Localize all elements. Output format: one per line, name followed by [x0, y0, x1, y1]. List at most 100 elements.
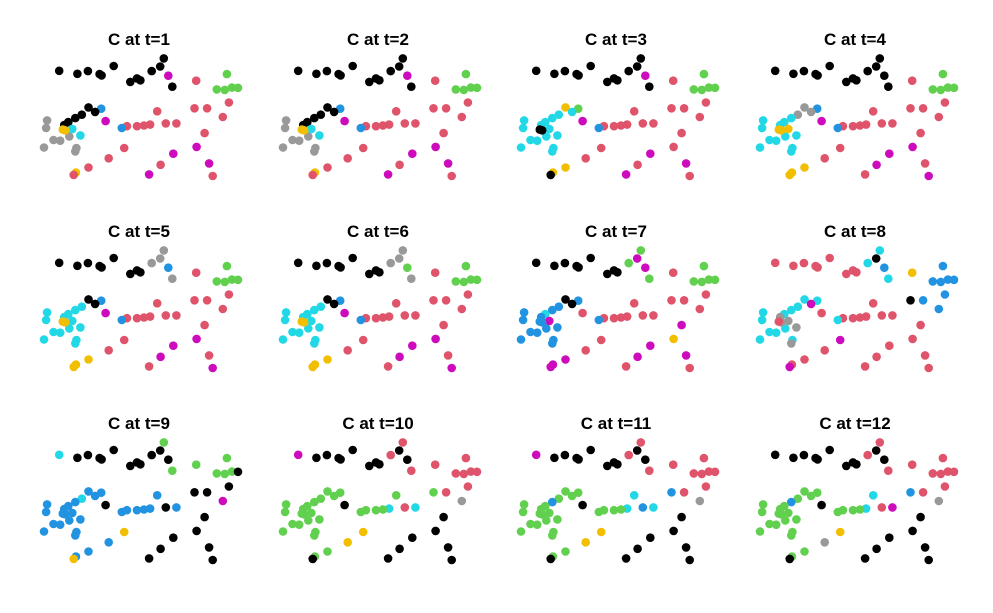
scatter-point [943, 467, 953, 476]
scatter-point [147, 258, 156, 268]
scatter-point [147, 66, 156, 76]
scatter-point [97, 263, 106, 272]
scatter-point [561, 355, 570, 364]
scatter-point [155, 446, 165, 455]
scatter-point [755, 335, 765, 344]
scatter-point [472, 467, 482, 477]
scatter-point [817, 308, 826, 318]
scatter-point [222, 261, 232, 271]
scatter-point [531, 258, 541, 268]
scatter-point [316, 110, 326, 119]
scatter-point [888, 503, 897, 512]
scatter-point [916, 320, 925, 330]
scatter-point [132, 505, 142, 515]
scatter-point [799, 258, 809, 268]
scatter-point [83, 66, 93, 76]
scatter-point [755, 527, 765, 536]
scatter-point [336, 71, 345, 80]
scatter-point [348, 445, 358, 455]
scatter-point [668, 76, 678, 85]
scatter-point [218, 112, 228, 122]
scatter-point [297, 125, 307, 134]
scatter-point [938, 69, 948, 79]
scatter-point [220, 469, 230, 479]
scatter-point [641, 263, 650, 273]
scatter-point [518, 507, 528, 517]
scatter-point [161, 311, 171, 320]
scatter-point [71, 531, 80, 540]
scatter-point [386, 450, 396, 460]
scatter-point [545, 124, 554, 134]
scatter-point [222, 69, 232, 79]
scatter-point [310, 113, 319, 123]
scatter-point [73, 453, 82, 463]
scatter-point [55, 328, 65, 338]
scatter-point [793, 494, 803, 504]
scatter-point [550, 453, 559, 463]
scatter-point [429, 488, 438, 497]
scatter-point [224, 482, 234, 491]
scatter-point [793, 302, 803, 312]
scatter-point [875, 54, 885, 63]
scatter-point [224, 290, 234, 299]
scatter-point [906, 296, 915, 305]
scatter-point [806, 491, 816, 501]
scatter-point [860, 554, 870, 563]
scatter-point [774, 317, 784, 326]
scatter-point [336, 455, 345, 464]
scatter-point [516, 143, 526, 152]
scatter-point [884, 82, 893, 91]
scatter-point [136, 268, 145, 277]
scatter-point [39, 143, 49, 152]
scatter-point [949, 275, 959, 285]
scatter-point [39, 335, 49, 344]
scatter-point [603, 461, 612, 471]
scatter-point [646, 533, 655, 542]
scatter-point [613, 76, 622, 85]
scatter-point [770, 450, 780, 460]
scatter-point [386, 66, 396, 76]
scatter-point [758, 116, 768, 125]
scatter-point [817, 500, 826, 510]
scatter-point [877, 311, 887, 320]
scatter-point [532, 136, 542, 145]
scatter-point [41, 315, 51, 325]
scatter-point [860, 362, 870, 371]
scatter-point [169, 149, 178, 158]
scatter-point [218, 304, 228, 314]
scatter-point [457, 112, 467, 122]
scatter-point [596, 143, 606, 153]
scatter-point [667, 296, 676, 305]
scatter-point [280, 507, 290, 517]
scatter-point [49, 327, 58, 337]
scatter-point [315, 323, 324, 332]
scatter-point [757, 315, 767, 325]
scatter-point [408, 149, 417, 158]
scatter-point [218, 496, 228, 506]
scatter-point [190, 296, 199, 305]
scatter-point [407, 82, 416, 91]
scatter-point [84, 355, 93, 364]
scatter-point [668, 268, 678, 278]
scatter-point [233, 467, 243, 477]
scatter-point [136, 460, 145, 469]
scatter-point [365, 77, 374, 87]
scatter-point [554, 110, 564, 119]
scatter-point [132, 313, 142, 323]
scatter-point [586, 61, 595, 71]
scatter-point [155, 254, 165, 263]
scatter-point [548, 531, 557, 540]
scatter-point [126, 461, 135, 471]
scatter-point [208, 171, 217, 181]
scatter-point [677, 128, 686, 138]
scatter-point [391, 491, 401, 500]
scatter-point [681, 351, 691, 360]
scatter-point [697, 85, 707, 95]
scatter-point [69, 554, 78, 564]
scatter-point [710, 83, 720, 93]
scatter-point [144, 170, 154, 179]
scatter-point [787, 113, 796, 123]
scatter-point [439, 128, 448, 138]
scatter-point [784, 508, 793, 518]
